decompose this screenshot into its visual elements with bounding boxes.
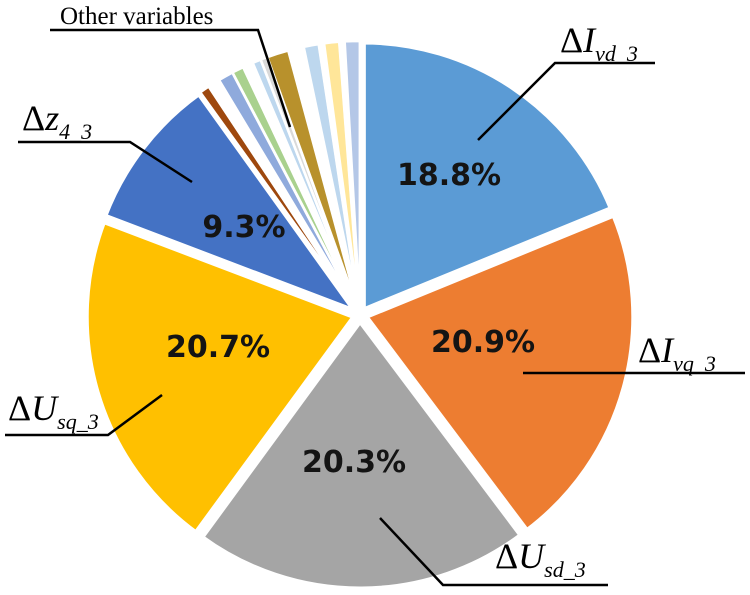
pie-slice-other-14	[343, 39, 362, 311]
leader-line-usd	[379, 517, 608, 587]
slice-name-z4: Δz4_3	[22, 98, 92, 144]
other-variables-label: Other variables	[60, 3, 213, 30]
pct-label-usd: 20.3%	[302, 445, 406, 480]
slice-name-usq: ΔUsq_3	[8, 388, 99, 434]
pie-slice-1	[360, 39, 614, 313]
pie-slice-2	[363, 212, 637, 534]
pie-slice-3	[199, 318, 524, 592]
pct-label-ivd: 18.8%	[397, 158, 501, 193]
leader-lines	[5, 28, 745, 587]
pie-slice-5	[102, 91, 358, 314]
pie-slice-4	[83, 218, 357, 536]
slice-name-ivd: ΔIvd_3	[560, 20, 638, 66]
slice-name-ivq: ΔIvq_3	[638, 330, 716, 376]
leader-line-z4	[18, 140, 193, 184]
leader-line-other	[50, 28, 292, 128]
pie-slices	[83, 39, 637, 592]
pct-label-z4: 9.3%	[202, 210, 285, 245]
leader-line-ivd	[477, 61, 655, 141]
pct-label-usq: 20.7%	[166, 330, 270, 365]
leader-line-usq	[5, 393, 163, 437]
slice-name-usd: ΔUsd_3	[495, 536, 586, 582]
pct-label-ivq: 20.9%	[431, 325, 535, 360]
